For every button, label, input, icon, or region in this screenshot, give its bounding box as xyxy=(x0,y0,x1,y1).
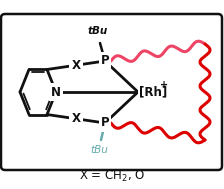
Text: X = CH$_2$, O: X = CH$_2$, O xyxy=(79,168,145,184)
Text: X: X xyxy=(71,112,80,125)
Text: X: X xyxy=(71,59,80,72)
Text: +: + xyxy=(160,80,168,90)
Text: P: P xyxy=(101,54,109,67)
Text: P: P xyxy=(101,116,109,129)
Text: [Rh]: [Rh] xyxy=(139,85,167,98)
Text: tBu: tBu xyxy=(90,145,108,155)
Text: tBu: tBu xyxy=(88,26,108,36)
FancyBboxPatch shape xyxy=(1,14,222,170)
Text: N: N xyxy=(51,85,61,98)
